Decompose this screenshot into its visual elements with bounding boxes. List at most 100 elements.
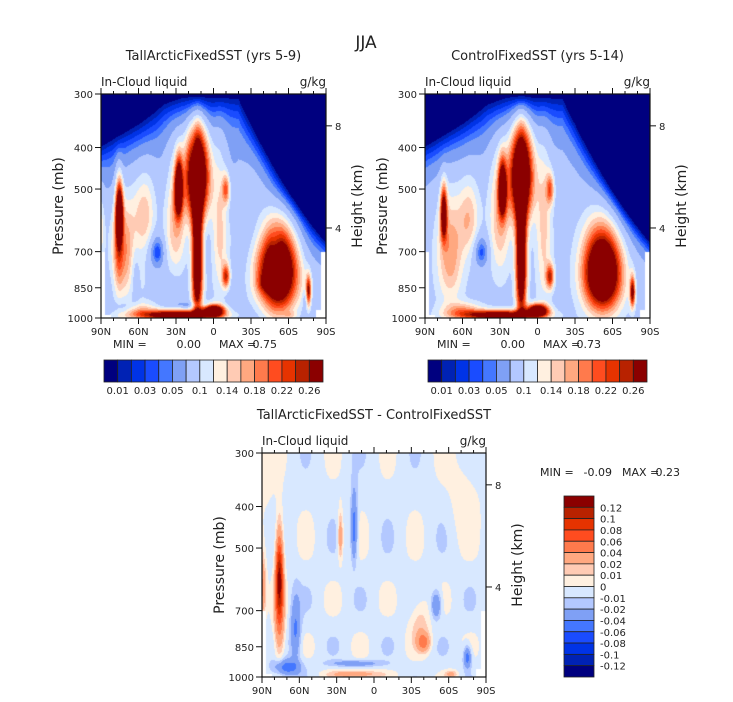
variable-label: In-Cloud liquid <box>425 75 511 89</box>
colorbar-label: 0.08 <box>600 526 622 537</box>
x-tick-label: 0 <box>371 686 377 697</box>
colorbar-label: 0.12 <box>600 503 622 514</box>
variable-label: In-Cloud liquid <box>262 434 348 448</box>
max-value: 0.73 <box>577 338 602 351</box>
colorbar-label: 0.06 <box>600 537 622 548</box>
max-value: 0.23 <box>656 466 681 479</box>
y-tick-label: 400 <box>74 144 93 155</box>
x-tick-label: 0 <box>210 327 216 338</box>
colorbar-label: 0.03 <box>134 386 156 397</box>
colorbar-swatch <box>563 642 595 655</box>
max-label: MAX = <box>219 338 256 351</box>
colorbar-label: 0.02 <box>600 560 622 571</box>
x-tick-label: 90S <box>316 327 335 338</box>
y-tick-label: 1000 <box>68 314 93 325</box>
x-tick-label: 60S <box>279 327 298 338</box>
colorbar-swatch <box>468 359 484 383</box>
colorbar-swatch <box>563 563 595 576</box>
colorbar-label: 0.22 <box>271 386 293 397</box>
colorbar-label: -0.1 <box>600 650 620 661</box>
x-tick-label: 90S <box>476 686 495 697</box>
colorbar-swatch <box>117 359 132 383</box>
x-tick-label: 90N <box>91 327 111 338</box>
colorbar-swatch <box>254 359 269 383</box>
colorbar-swatch <box>226 359 242 383</box>
colorbar-swatch <box>619 359 634 383</box>
min-label: MIN = <box>540 466 574 479</box>
colorbar-label: -0.01 <box>600 594 626 605</box>
colorbar-swatch <box>564 359 579 383</box>
colorbar-label: 0.1 <box>192 386 208 397</box>
colorbar-swatch <box>130 359 146 383</box>
y-tick-label: 700 <box>235 607 254 618</box>
colorbar-label: -0.06 <box>600 628 626 639</box>
colorbar-label: 0.05 <box>161 386 183 397</box>
colorbar-swatch <box>563 506 595 520</box>
colorbar-label: 0.04 <box>600 549 622 560</box>
y-axis-label: Pressure (mb) <box>375 157 391 255</box>
colorbar-swatch <box>563 552 595 565</box>
y2-axis-label: Height (km) <box>674 164 690 247</box>
colorbar-label: 0.18 <box>567 386 589 397</box>
colorbar-label: 0.03 <box>458 386 480 397</box>
x-tick-label: 90S <box>640 327 659 338</box>
x-tick-label: 60N <box>289 686 309 697</box>
min-label: MIN = <box>437 338 471 351</box>
y-tick-label: 700 <box>74 248 93 259</box>
x-tick-label: 30N <box>490 327 510 338</box>
x-tick-label: 60N <box>128 327 148 338</box>
colorbar-swatch <box>482 359 497 383</box>
colorbar-swatch <box>632 359 648 383</box>
variable-label: In-Cloud liquid <box>101 75 187 89</box>
colorbar-swatch <box>563 608 595 621</box>
colorbar-label: 0.22 <box>595 386 617 397</box>
colorbar-swatch <box>103 359 119 383</box>
y-tick-label: 500 <box>235 544 254 555</box>
colorbar-swatch <box>496 359 511 383</box>
colorbar-label: 0.01 <box>431 386 453 397</box>
colorbar-label: 0 <box>600 583 606 594</box>
colorbar-swatch <box>563 518 595 531</box>
min-value: 0.00 <box>177 338 202 351</box>
colorbar-swatch <box>172 359 187 383</box>
colorbar-swatch <box>563 529 595 542</box>
y2-tick-label: 4 <box>335 224 341 235</box>
colorbar-swatch <box>578 359 593 383</box>
x-tick-label: 30N <box>166 327 186 338</box>
colorbar-swatch <box>563 495 595 508</box>
x-tick-label: 30N <box>327 686 347 697</box>
y2-axis-label: Height (km) <box>350 164 366 247</box>
colorbar-label: -0.12 <box>600 662 626 673</box>
colorbar-swatch <box>185 359 201 383</box>
x-tick-label: 0 <box>534 327 540 338</box>
colorbar-swatch <box>295 359 310 383</box>
y2-tick-label: 8 <box>495 481 501 492</box>
y-tick-label: 300 <box>398 90 417 101</box>
units-label: g/kg <box>460 434 486 448</box>
colorbar-swatch <box>563 597 595 610</box>
colorbar-swatch <box>427 359 443 383</box>
colorbar-swatch <box>158 359 173 383</box>
colorbar-label: -0.04 <box>600 616 626 627</box>
colorbar-label: 0.05 <box>485 386 507 397</box>
y-tick-label: 500 <box>398 185 417 196</box>
max-value: 0.75 <box>253 338 278 351</box>
plot-title: ControlFixedSST (yrs 5-14) <box>451 49 624 64</box>
contour-field-difference <box>262 453 486 677</box>
colorbar-swatch <box>454 359 470 383</box>
y-tick-label: 400 <box>398 144 417 155</box>
max-label: MAX = <box>622 466 659 479</box>
y2-tick-label: 4 <box>659 224 665 235</box>
y-tick-label: 400 <box>235 503 254 514</box>
colorbar-swatch <box>308 359 324 383</box>
contour-field-tallarctic <box>101 94 326 318</box>
x-tick-label: 90N <box>415 327 435 338</box>
colorbar-swatch <box>509 359 525 383</box>
colorbar-swatch <box>523 359 538 383</box>
x-tick-label: 60S <box>603 327 622 338</box>
colorbar-swatch <box>563 631 595 644</box>
y-tick-label: 850 <box>398 284 417 295</box>
x-tick-label: 90N <box>252 686 272 697</box>
colorbar-swatch <box>240 359 255 383</box>
colorbar-swatch <box>605 359 621 383</box>
